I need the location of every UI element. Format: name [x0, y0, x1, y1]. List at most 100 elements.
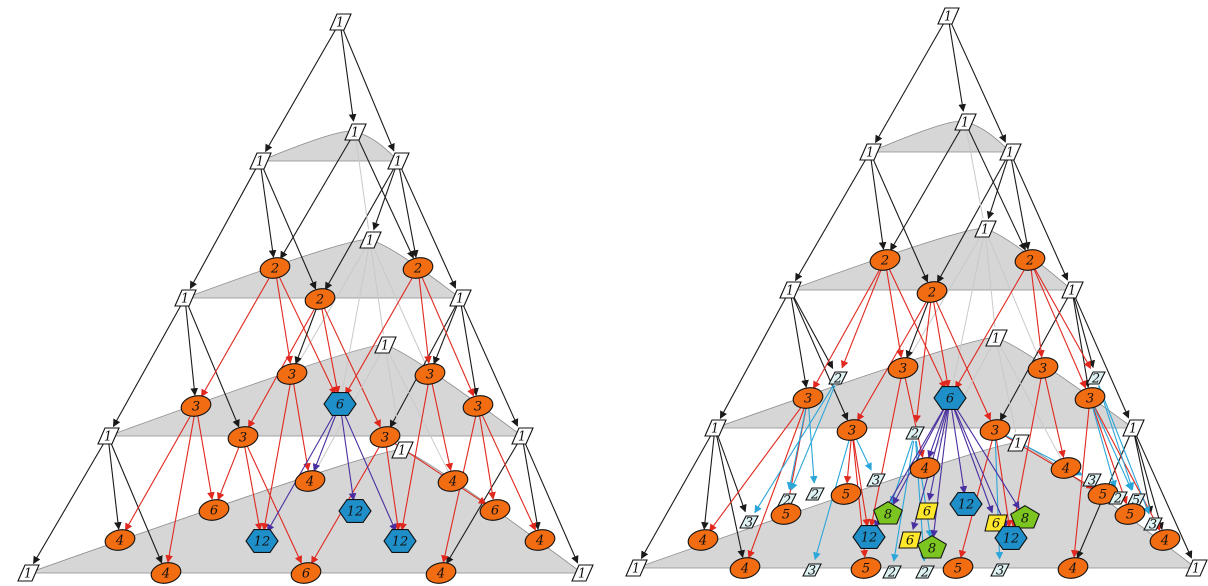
node-label: 8 — [1021, 512, 1029, 527]
edge-arrow — [462, 305, 519, 427]
node-diamond: 1 — [625, 559, 648, 577]
edge-arrow — [399, 381, 430, 531]
node-label: 3 — [239, 431, 247, 446]
node-label: 1 — [351, 126, 359, 141]
edge-arrow — [522, 443, 541, 530]
edge-arrow — [950, 23, 1007, 143]
layer-plane — [259, 130, 399, 162]
edge-arrow — [952, 405, 1008, 529]
node-label: 1 — [578, 567, 586, 582]
node-diamond: 1 — [571, 564, 594, 582]
node-label: 8 — [884, 508, 892, 523]
edge-arrow — [1092, 405, 1133, 491]
node-ellipse: 3 — [1074, 387, 1106, 409]
edge-arrow — [716, 435, 746, 558]
edge-arrow — [266, 410, 337, 533]
node-tag: 2 — [882, 565, 902, 581]
node-tag: 2 — [915, 565, 935, 581]
node-tag: 3 — [866, 473, 886, 489]
edge-arrow — [852, 437, 871, 527]
node-label: 4 — [698, 534, 707, 549]
edge-arrow — [297, 246, 367, 365]
left-layer-planes — [27, 130, 584, 574]
node-label: 3 — [899, 362, 907, 377]
node-label: 1 — [786, 284, 794, 299]
edge-arrow — [355, 139, 369, 230]
node-ellipse: 3 — [276, 363, 308, 385]
node-hexagon: 12 — [949, 492, 983, 516]
edge-arrow — [792, 297, 849, 421]
node-diamond: 1 — [329, 13, 352, 31]
node-label: 1 — [366, 234, 374, 249]
node-label: 3 — [1088, 474, 1096, 489]
node-label: 6 — [302, 567, 310, 582]
node-square: 6 — [915, 502, 939, 520]
node-label: 3 — [1039, 362, 1047, 377]
edge-arrow — [460, 305, 479, 396]
node-label: 6 — [946, 392, 954, 407]
node-label: 3 — [1149, 518, 1157, 533]
edge-arrow — [1097, 385, 1135, 491]
node-diamond: 1 — [391, 441, 414, 459]
edge-arrow — [790, 385, 836, 491]
node-ellipse: 3 — [369, 426, 401, 448]
edge-arrow — [966, 129, 984, 219]
edge-arrow — [951, 236, 984, 388]
node-label: 2 — [1113, 492, 1122, 507]
node-label: 1 — [181, 292, 189, 307]
edge-arrow — [312, 411, 338, 472]
node-ellipse: 3 — [979, 419, 1011, 441]
node-label: 2 — [270, 262, 279, 277]
node-label: 4 — [1061, 462, 1070, 477]
node-tag: 3 — [1082, 473, 1102, 489]
node-label: 4 — [161, 567, 170, 582]
edge-arrow — [478, 413, 496, 500]
node-label: 1 — [336, 16, 344, 31]
node-label: 2 — [1025, 254, 1034, 269]
edge-arrow — [341, 247, 370, 394]
node-label: 6 — [210, 504, 218, 519]
node-label: 2 — [810, 488, 819, 503]
node-ellipse: 3 — [180, 395, 212, 417]
edge-arrow — [243, 444, 263, 531]
edge-arrow — [112, 304, 182, 428]
node-tag: 2 — [1108, 491, 1128, 507]
node-diamond: 1 — [859, 143, 882, 161]
edge-arrow — [280, 138, 352, 260]
node-tag: 2 — [828, 371, 848, 387]
node-diamond: 1 — [17, 564, 40, 582]
node-label: 2 — [413, 262, 422, 277]
node-label: 2 — [782, 494, 791, 509]
edge-arrow — [953, 404, 1020, 510]
edge-arrow — [385, 444, 402, 531]
node-ellipse: 4 — [437, 470, 469, 492]
node-ellipse: 6 — [479, 499, 511, 521]
node-hexagon: 12 — [338, 499, 372, 523]
node-hexagon: 6 — [933, 386, 967, 410]
edge-arrow — [275, 275, 294, 364]
node-diamond: 1 — [174, 289, 197, 307]
node-label: 3 — [996, 564, 1004, 579]
node-diamond: 1 — [344, 123, 367, 141]
edge-arrow — [999, 344, 1062, 459]
node-tag: 3 — [990, 563, 1010, 579]
edge-arrow — [189, 167, 257, 290]
edge-arrow — [790, 297, 809, 388]
node-label: 3 — [872, 474, 880, 489]
left-edges — [33, 28, 579, 565]
node-ellipse: 3 — [462, 395, 494, 417]
edge-arrow — [1044, 375, 1066, 459]
edge-arrow — [372, 247, 426, 365]
node-label: 1 — [961, 116, 969, 131]
node-label: 5 — [1126, 508, 1134, 523]
node-ellipse: 3 — [836, 419, 868, 441]
node-label: 1 — [518, 430, 526, 445]
node-label: 3 — [808, 564, 816, 579]
node-pentagon: 8 — [873, 501, 903, 525]
edge-arrow — [217, 444, 241, 501]
node-label: 4 — [920, 462, 929, 477]
node-ellipse: 5 — [1087, 483, 1119, 505]
node-label: 1 — [394, 155, 402, 170]
edge-arrow — [247, 305, 317, 429]
edge-arrow — [1134, 435, 1164, 531]
